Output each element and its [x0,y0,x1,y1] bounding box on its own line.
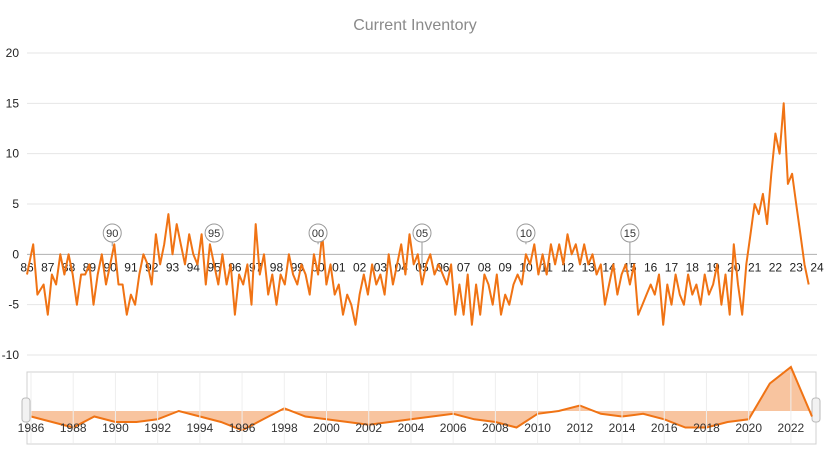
flag-label: 95 [208,228,220,240]
navigator-tick-label: 1998 [271,421,298,435]
x-tick-label: 87 [41,260,55,274]
navigator-tick-label: 2000 [313,421,340,435]
flag-marker[interactable] [204,223,224,243]
navigator-tick-label: 2002 [355,421,382,435]
flag-label: 10 [520,228,532,240]
x-tick-label: 01 [332,260,346,274]
x-tick-label: 24 [810,260,824,274]
x-tick-label: 20 [727,260,741,274]
x-tick-label: 13 [582,260,596,274]
navigator-area [31,367,812,431]
x-tick-label: 08 [478,260,492,274]
navigator-tick-label: 1990 [102,421,129,435]
flag-label: 05 [416,228,428,240]
x-tick-label: 98 [270,260,284,274]
flag-marker[interactable] [516,223,536,243]
x-tick-label: 09 [498,260,512,274]
flag-marker[interactable] [412,223,432,243]
chart-title: Current Inventory [353,17,477,34]
navigator-tick-label: 2018 [693,421,720,435]
x-tick-label: 07 [457,260,471,274]
x-tick-label: 21 [748,260,762,274]
y-axis: -10 -5 0 5 10 15 20 [2,46,20,362]
x-tick-label: 17 [665,260,679,274]
grid-lines [27,52,817,356]
navigator-tick-label: 1996 [229,421,256,435]
flag-label: 15 [624,228,636,240]
x-tick-label: 02 [353,260,367,274]
navigator-tick-label: 1988 [60,421,87,435]
navigator[interactable]: 1986 1988 1990 1992 1994 1996 1998 2000 2002 2004… [18,365,821,445]
flag-marker[interactable] [308,223,328,243]
flag-markers: 90 95 00 05 10 15 [102,223,640,265]
navigator-tick-label: 2006 [440,421,467,435]
navigator-tick-label: 1992 [144,421,171,435]
flag-label: 90 [106,228,118,240]
y-tick-label: 20 [6,46,20,60]
x-tick-label: 91 [124,260,138,274]
navigator-tick-label: 1986 [18,421,45,435]
x-tick-label: 93 [166,260,180,274]
y-tick-label: 10 [6,147,20,161]
x-tick-label: 22 [769,260,783,274]
flag-marker[interactable] [620,223,640,243]
flag-label: 00 [312,228,324,240]
navigator-tick-label: 2008 [482,421,509,435]
navigator-tick-label: 2014 [609,421,636,435]
navigator-tick-label: 2016 [651,421,678,435]
y-tick-label: 5 [12,197,19,211]
x-tick-label: 23 [790,260,804,274]
x-tick-label: 16 [644,260,658,274]
y-tick-label: -10 [2,348,20,362]
navigator-tick-label: 2010 [524,421,551,435]
x-tick-label: 06 [436,260,450,274]
series-line [26,102,810,326]
y-tick-label: 0 [12,247,19,261]
navigator-tick-label: 2012 [566,421,593,435]
navigator-left-handle[interactable] [21,397,31,423]
x-tick-label: 18 [686,260,700,274]
flag-marker[interactable] [102,223,122,243]
navigator-tick-label: 2020 [735,421,762,435]
navigator-tick-label: 2004 [398,421,425,435]
y-tick-label: -5 [8,298,19,312]
navigator-tick-label: 1994 [187,421,214,435]
x-tick-label: 03 [374,260,388,274]
navigator-line [30,365,813,432]
x-tick-label: 86 [20,260,34,274]
series-area [26,102,810,326]
navigator-tick-label: 2022 [778,421,805,435]
y-tick-label: 15 [6,96,20,110]
navigator-right-handle[interactable] [811,397,821,423]
